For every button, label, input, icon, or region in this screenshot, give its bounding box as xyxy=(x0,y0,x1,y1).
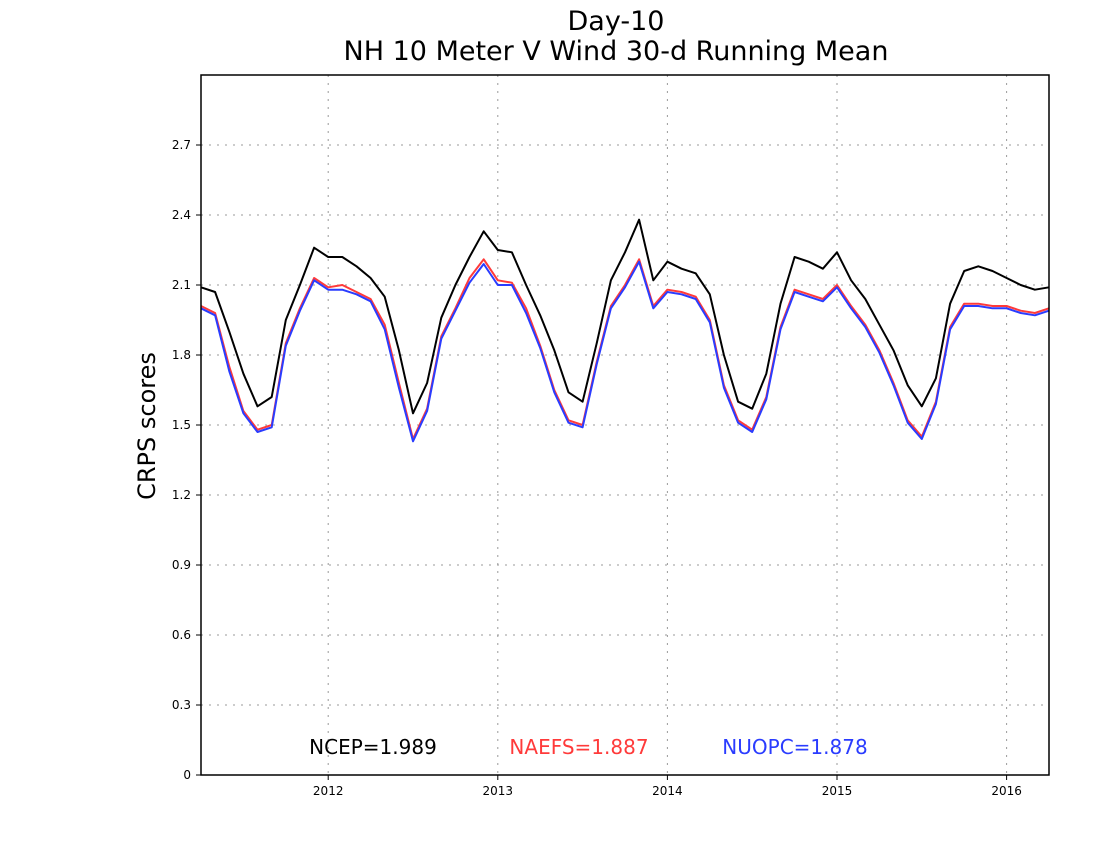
series-line-nuopc xyxy=(200,260,1050,443)
y-axis-ticks: 0 0.3 0.6 0.9 1.2 1.5 1.8 2.1 2.4 2.7 xyxy=(172,138,201,782)
y-tick-label: 0 xyxy=(183,768,191,782)
y-tick-label: 2.1 xyxy=(172,278,191,292)
y-tick-label: 1.5 xyxy=(172,418,191,432)
y-axis-title: CRPS scores xyxy=(133,352,161,500)
grid-layer xyxy=(201,75,1049,775)
chart-subtitle: NH 10 Meter V Wind 30-d Running Mean xyxy=(344,36,889,67)
series-layer xyxy=(200,218,1050,443)
x-tick-label: 2013 xyxy=(483,784,514,798)
y-tick-label: 2.4 xyxy=(172,208,191,222)
chart-title: Day-10 xyxy=(568,6,665,37)
series-line-ncep xyxy=(200,218,1050,415)
legend: NCEP=1.989 NAEFS=1.887 NUOPC=1.878 xyxy=(309,735,868,759)
y-tick-label: 1.2 xyxy=(172,488,191,502)
x-tick-label: 2016 xyxy=(991,784,1022,798)
y-tick-label: 0.9 xyxy=(172,558,191,572)
y-tick-label: 0.3 xyxy=(172,698,191,712)
y-tick-label: 2.7 xyxy=(172,138,191,152)
legend-item-naefs: NAEFS=1.887 xyxy=(509,735,648,759)
y-tick-label: 1.8 xyxy=(172,348,191,362)
x-tick-label: 2012 xyxy=(313,784,344,798)
legend-item-nuopc: NUOPC=1.878 xyxy=(722,735,867,759)
x-axis-ticks: 2012 2013 2014 2015 2016 xyxy=(313,775,1022,798)
x-tick-label: 2014 xyxy=(652,784,683,798)
legend-item-ncep: NCEP=1.989 xyxy=(309,735,437,759)
y-tick-label: 0.6 xyxy=(172,628,191,642)
x-tick-label: 2015 xyxy=(822,784,853,798)
